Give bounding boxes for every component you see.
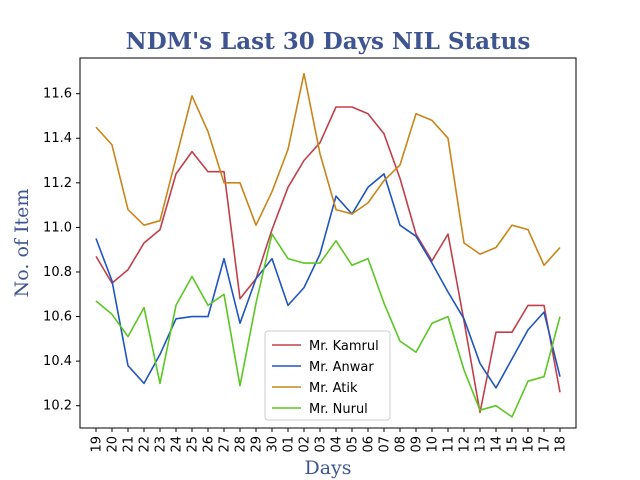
x-tick-label: 12 (458, 436, 473, 453)
x-tick-label: 23 (154, 436, 169, 453)
y-tick-label: 10.6 (43, 310, 72, 325)
x-tick-label: 03 (314, 436, 329, 453)
x-tick-label: 28 (234, 436, 249, 453)
y-axis-label: No. of Item (11, 189, 33, 298)
x-tick-label: 10 (426, 436, 441, 453)
x-axis-label: Days (304, 457, 351, 479)
y-axis: 10.2 10.4 10.6 10.8 11.0 11.2 11.4 11.6 (43, 87, 80, 414)
x-tick-label: 11 (442, 436, 457, 453)
x-tick-label: 30 (266, 436, 281, 453)
x-tick-label: 20 (106, 436, 121, 453)
y-tick-label: 11.4 (43, 131, 72, 146)
y-tick-label: 11.0 (43, 220, 72, 235)
x-tick-label: 05 (346, 436, 361, 453)
x-tick-label: 15 (506, 436, 521, 453)
x-tick-label: 21 (122, 436, 137, 453)
legend-label: Mr. Atik (309, 381, 358, 396)
x-tick-label: 27 (218, 436, 233, 453)
x-tick-label: 02 (298, 436, 313, 453)
series-line-mr-atik (95, 72, 561, 267)
legend-label: Mr. Kamrul (309, 339, 379, 354)
series-line-mr-kamrul (95, 106, 561, 414)
x-tick-label: 24 (170, 436, 185, 453)
y-tick-label: 10.4 (43, 354, 72, 369)
y-tick-label: 10.2 (43, 399, 72, 414)
x-tick-label: 09 (410, 436, 425, 453)
x-tick-label: 17 (538, 436, 553, 453)
x-tick-label: 01 (282, 436, 297, 453)
y-tick-label: 10.8 (43, 265, 72, 280)
series-lines (95, 72, 561, 418)
chart-title: NDM's Last 30 Days NIL Status (126, 28, 531, 55)
x-tick-label: 13 (474, 436, 489, 453)
x-tick-label: 18 (554, 436, 569, 453)
x-tick-label: 26 (202, 436, 217, 453)
x-tick-label: 14 (490, 436, 505, 453)
x-tick-label: 16 (522, 436, 537, 453)
series-line-mr-anwar (95, 173, 561, 389)
x-tick-label: 25 (186, 436, 201, 453)
legend: Mr. Kamrul Mr. Anwar Mr. Atik Mr. Nurul (264, 330, 391, 421)
x-tick-label: 29 (250, 436, 265, 453)
legend-box (264, 330, 391, 421)
x-tick-label: 08 (394, 436, 409, 453)
x-axis: 19 20 21 22 23 24 25 26 27 28 29 30 01 02 03 04 05 06 07 08… (90, 428, 569, 453)
series-line-mr-nurul (95, 233, 561, 418)
x-tick-label: 06 (362, 436, 377, 453)
x-tick-label: 22 (138, 436, 153, 453)
x-tick-label: 04 (330, 436, 345, 453)
y-tick-label: 11.6 (43, 87, 72, 102)
legend-label: Mr. Anwar (309, 360, 374, 375)
x-tick-label: 07 (378, 436, 393, 453)
x-tick-label: 19 (90, 436, 105, 453)
y-tick-label: 11.2 (43, 176, 72, 191)
legend-label: Mr. Nurul (309, 402, 368, 417)
